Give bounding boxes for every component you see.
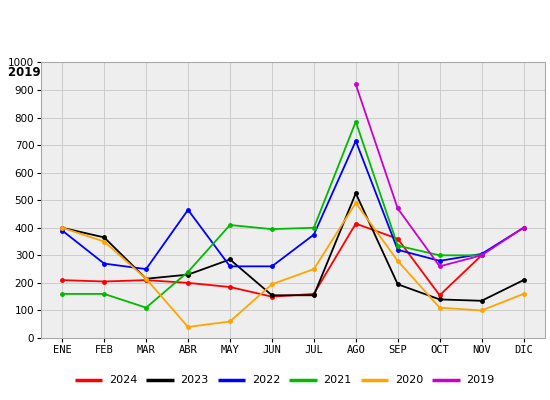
- 2020: [353, 200, 359, 205]
- 2020: [311, 267, 317, 272]
- 2023: [185, 272, 191, 277]
- Text: 2023: 2023: [180, 375, 208, 385]
- 2023: [101, 235, 107, 240]
- Line: 2020: 2020: [60, 201, 525, 329]
- 2022: [143, 267, 150, 272]
- 2020: [520, 292, 527, 296]
- Text: 2024: 2024: [109, 375, 138, 385]
- 2022: [268, 264, 275, 269]
- 2022: [436, 258, 443, 263]
- 2021: [143, 305, 150, 310]
- 2024: [311, 292, 317, 296]
- 2019: [394, 206, 401, 211]
- 2024: [268, 294, 275, 299]
- Text: 2019 - 2024: 2019 - 2024: [8, 66, 87, 80]
- 2021: [59, 292, 65, 296]
- 2024: [185, 280, 191, 285]
- 2021: [185, 270, 191, 274]
- Text: 2021: 2021: [323, 375, 351, 385]
- Line: 2023: 2023: [60, 192, 525, 302]
- Line: 2024: 2024: [60, 222, 483, 298]
- 2021: [394, 243, 401, 248]
- 2021: [478, 253, 485, 258]
- 2020: [478, 308, 485, 313]
- 2021: [227, 223, 233, 228]
- 2023: [227, 257, 233, 262]
- Line: 2021: 2021: [60, 120, 483, 310]
- 2020: [185, 324, 191, 329]
- Line: 2019: 2019: [354, 83, 525, 268]
- 2023: [520, 278, 527, 282]
- 2019: [520, 225, 527, 230]
- 2023: [268, 293, 275, 298]
- 2024: [143, 278, 150, 282]
- Text: 2020: 2020: [395, 375, 423, 385]
- 2022: [59, 228, 65, 233]
- 2022: [520, 225, 527, 230]
- 2019: [353, 82, 359, 87]
- 2024: [478, 253, 485, 258]
- 2022: [101, 261, 107, 266]
- 2022: [227, 264, 233, 269]
- 2024: [101, 279, 107, 284]
- 2022: [185, 208, 191, 212]
- 2021: [268, 227, 275, 232]
- 2024: [59, 278, 65, 282]
- 2020: [59, 225, 65, 230]
- Line: 2022: 2022: [60, 139, 525, 271]
- 2024: [436, 293, 443, 298]
- 2023: [394, 282, 401, 287]
- 2020: [101, 239, 107, 244]
- 2020: [436, 305, 443, 310]
- 2019: [436, 264, 443, 269]
- 2020: [394, 258, 401, 263]
- 2023: [353, 191, 359, 196]
- 2020: [227, 319, 233, 324]
- 2024: [394, 236, 401, 241]
- 2021: [436, 253, 443, 258]
- Text: 2019: 2019: [466, 375, 494, 385]
- 2023: [59, 225, 65, 230]
- Text: http://www.foro-ciudad.com: http://www.foro-ciudad.com: [397, 68, 542, 78]
- 2020: [143, 276, 150, 281]
- 2021: [311, 225, 317, 230]
- Text: Evolucion Nº Turistas Nacionales en el municipio de Ahillones: Evolucion Nº Turistas Nacionales en el m…: [65, 11, 485, 25]
- 2022: [311, 232, 317, 237]
- 2023: [311, 293, 317, 298]
- 2023: [436, 297, 443, 302]
- 2020: [268, 282, 275, 287]
- 2019: [478, 253, 485, 258]
- Text: 2022: 2022: [252, 375, 280, 385]
- 2024: [353, 221, 359, 226]
- 2021: [353, 119, 359, 124]
- 2023: [478, 298, 485, 303]
- 2022: [394, 248, 401, 252]
- 2021: [101, 292, 107, 296]
- 2024: [227, 285, 233, 290]
- 2022: [478, 252, 485, 256]
- 2023: [143, 276, 150, 281]
- 2022: [353, 138, 359, 143]
